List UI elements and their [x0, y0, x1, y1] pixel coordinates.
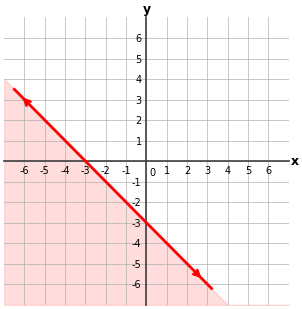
Text: 0: 0 [149, 168, 156, 178]
Text: y: y [143, 3, 150, 16]
Text: x: x [291, 154, 299, 168]
